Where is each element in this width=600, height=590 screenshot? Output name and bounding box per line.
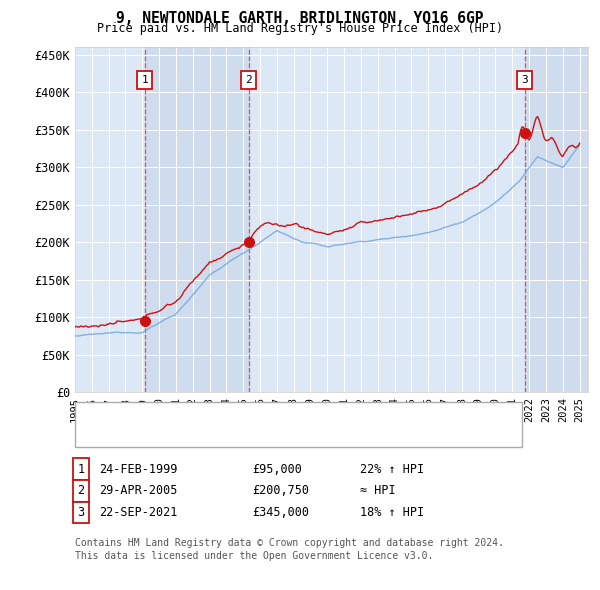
Text: £345,000: £345,000 <box>252 506 309 519</box>
Text: 2: 2 <box>77 484 85 497</box>
Text: 9, NEWTONDALE GARTH, BRIDLINGTON, YO16 6GP: 9, NEWTONDALE GARTH, BRIDLINGTON, YO16 6… <box>116 11 484 25</box>
Bar <box>524 47 588 392</box>
Text: 3: 3 <box>521 75 528 85</box>
Text: 9, NEWTONDALE GARTH, BRIDLINGTON, YO16 6GP (detached house): 9, NEWTONDALE GARTH, BRIDLINGTON, YO16 6… <box>114 410 497 419</box>
Text: Price paid vs. HM Land Registry's House Price Index (HPI): Price paid vs. HM Land Registry's House … <box>97 22 503 35</box>
Text: 18% ↑ HPI: 18% ↑ HPI <box>360 506 424 519</box>
Text: 24-FEB-1999: 24-FEB-1999 <box>99 463 178 476</box>
Bar <box>249 47 524 392</box>
Text: This data is licensed under the Open Government Licence v3.0.: This data is licensed under the Open Gov… <box>75 551 433 561</box>
Text: £200,750: £200,750 <box>252 484 309 497</box>
Text: 2: 2 <box>245 75 252 85</box>
Text: 22-SEP-2021: 22-SEP-2021 <box>99 506 178 519</box>
Text: Contains HM Land Registry data © Crown copyright and database right 2024.: Contains HM Land Registry data © Crown c… <box>75 538 504 548</box>
Text: ———: ——— <box>84 408 107 421</box>
Text: £95,000: £95,000 <box>252 463 302 476</box>
Text: ≈ HPI: ≈ HPI <box>360 484 395 497</box>
Text: ———: ——— <box>84 429 107 442</box>
Text: 3: 3 <box>77 506 85 519</box>
Text: 1: 1 <box>77 463 85 476</box>
Text: HPI: Average price, detached house, East Riding of Yorkshire: HPI: Average price, detached house, East… <box>114 431 504 441</box>
Text: 29-APR-2005: 29-APR-2005 <box>99 484 178 497</box>
Text: 1: 1 <box>141 75 148 85</box>
Bar <box>145 47 249 392</box>
Text: 22% ↑ HPI: 22% ↑ HPI <box>360 463 424 476</box>
